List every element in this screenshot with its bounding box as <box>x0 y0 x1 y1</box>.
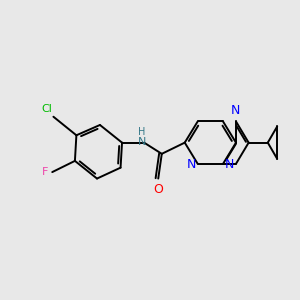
Text: O: O <box>153 183 163 196</box>
Text: N: N <box>224 158 234 171</box>
Text: N: N <box>231 104 240 117</box>
Text: N: N <box>138 137 146 147</box>
Text: F: F <box>41 167 48 177</box>
Text: H: H <box>138 127 146 137</box>
Text: Cl: Cl <box>41 104 52 114</box>
Text: N: N <box>187 158 196 171</box>
